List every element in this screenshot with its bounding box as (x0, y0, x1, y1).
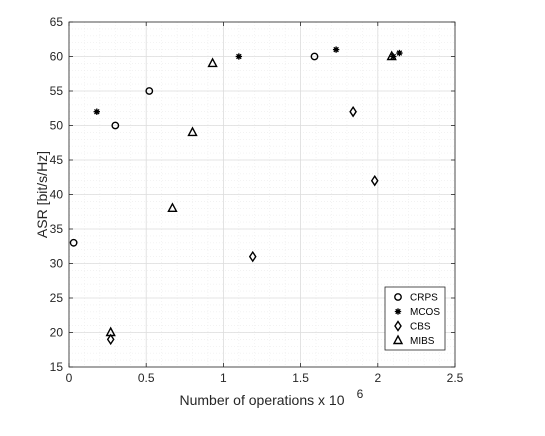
y-tick-label: 65 (50, 15, 64, 29)
y-tick-label: 60 (50, 50, 64, 64)
data-point-mibs (386, 50, 397, 61)
legend-marker-mibs (392, 334, 404, 345)
data-point-mcos (235, 53, 243, 60)
data-point-mibs (187, 126, 198, 137)
y-tick-label: 20 (50, 326, 64, 340)
y-tick-label: 35 (50, 222, 64, 236)
x-axis-label: Number of operations x 10 (180, 392, 345, 408)
legend-label-crps: CRPS (410, 293, 438, 304)
data-point-cbs (248, 250, 257, 263)
y-tick-label: 55 (50, 84, 64, 98)
data-point-mcos (93, 108, 100, 115)
axis-ticks: 0 0.5 1 1.5 2 2.5 15 20 25 30 35 40 45 50 55 60 65 (50, 15, 464, 385)
y-tick-label: 30 (50, 257, 64, 271)
series-crps (69, 52, 319, 247)
data-point-crps (310, 52, 319, 61)
legend-marker-mcos (394, 308, 402, 315)
legend-label-mibs: MIBS (410, 336, 435, 347)
legend: CRPS MCOS CBS MIBS (384, 286, 446, 351)
y-tick-label: 15 (50, 360, 64, 374)
y-tick-label: 40 (50, 188, 64, 202)
legend-marker-cbs (394, 320, 402, 332)
x-tick-label: 0.5 (138, 371, 155, 385)
data-point-crps (145, 87, 154, 95)
y-tick-label: 25 (50, 291, 64, 305)
y-tick-label: 45 (50, 153, 64, 167)
data-point-mibs (105, 326, 116, 337)
data-point-crps (111, 121, 120, 130)
x-tick-label: 1 (220, 371, 227, 385)
x-tick-label: 2.5 (447, 371, 464, 385)
series-mcos (93, 46, 403, 115)
data-points (69, 46, 403, 346)
grid (68, 21, 456, 368)
data-point-mcos (396, 49, 403, 57)
data-point-cbs (349, 105, 357, 118)
series-mibs (105, 50, 397, 337)
legend-label-mcos: MCOS (410, 307, 440, 318)
x-tick-label: 0 (66, 371, 73, 385)
series-cbs (106, 105, 379, 346)
data-point-cbs (106, 333, 115, 346)
legend-label-cbs: CBS (410, 322, 431, 333)
x-tick-label: 2 (374, 371, 381, 385)
data-point-cbs (370, 174, 379, 187)
x-tick-label: 1.5 (292, 371, 309, 385)
x-axis-exponent: 6 (357, 387, 364, 401)
data-point-mcos (332, 46, 340, 53)
legend-marker-crps (394, 293, 402, 301)
data-point-mibs (207, 57, 218, 68)
y-tick-label: 50 (50, 119, 64, 133)
data-point-crps (69, 238, 78, 247)
y-axis-label: ASR [bit/s/Hz] (34, 151, 50, 238)
data-point-mibs (167, 202, 178, 213)
